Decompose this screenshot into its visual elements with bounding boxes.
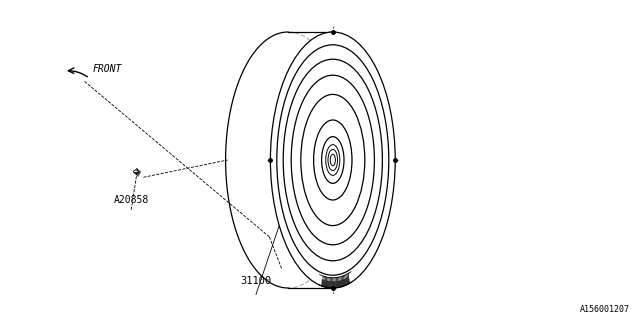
- Ellipse shape: [134, 170, 138, 173]
- Ellipse shape: [271, 32, 396, 288]
- Text: 31100: 31100: [241, 276, 271, 286]
- Text: FRONT: FRONT: [93, 64, 122, 75]
- Text: A20858: A20858: [113, 195, 149, 205]
- Text: A156001207: A156001207: [580, 305, 630, 314]
